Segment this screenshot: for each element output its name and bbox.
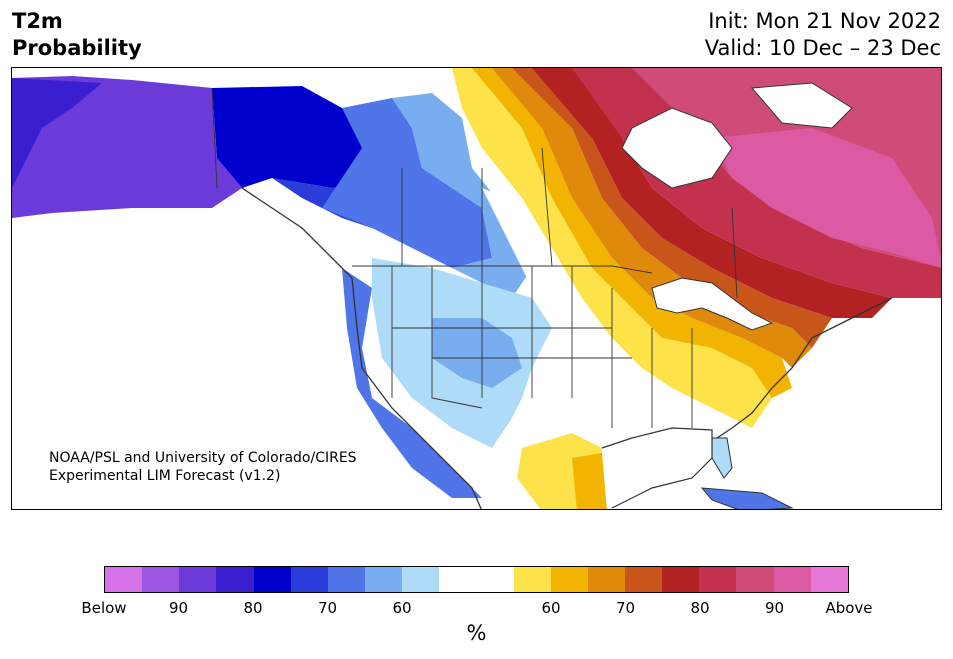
colorbar (104, 566, 849, 593)
colorbar-segment (587, 567, 625, 592)
colorbar-segment (550, 567, 588, 592)
red-band (532, 68, 892, 318)
alaska-purple-region (12, 76, 242, 218)
colorbar-segment (513, 567, 551, 592)
colorbar-tick-label: 60 (541, 599, 561, 617)
colorbar-segment (736, 567, 774, 592)
map-title: T2m Probability (12, 8, 142, 62)
credit-line-1: NOAA/PSL and University of Colorado/CIRE… (49, 450, 357, 466)
colorbar-segment (439, 567, 477, 592)
yukon-deep-blue (212, 86, 392, 188)
hudson-bay (621, 107, 733, 189)
great-lakes (651, 277, 774, 331)
orange-band (492, 68, 812, 368)
pink-region (712, 128, 941, 268)
colorbar-segment (179, 567, 217, 592)
west-coast-blue (342, 268, 482, 498)
colorbar-unit: % (466, 621, 487, 645)
cuba (700, 487, 794, 509)
colorbar-tick-label: 90 (764, 599, 785, 617)
colorbar-segment (290, 567, 328, 592)
colorbar-segment (699, 567, 737, 592)
canada-west-light (322, 98, 492, 268)
colorbar-segment (662, 567, 700, 592)
colorbar-segment (105, 567, 143, 592)
yellow-band (452, 68, 772, 428)
canada-sky-band (392, 93, 532, 298)
colorbar-tick-label: 60 (392, 599, 412, 617)
colorbar-tick-label: 90 (168, 599, 189, 617)
credit-text: NOAA/PSL and University of Colorado/CIRE… (49, 449, 357, 485)
west-coastline (241, 187, 482, 509)
forecast-dates: Init: Mon 21 Nov 2022 Valid: 10 Dec – 23… (705, 8, 941, 62)
init-date: Init: Mon 21 Nov 2022 (708, 9, 941, 33)
colorbar-segment (402, 567, 440, 592)
colorbar-segment (773, 567, 811, 592)
colorbar-tick-label: Above (825, 599, 873, 617)
credit-line-2: Experimental LIM Forecast (v1.2) (49, 468, 281, 484)
colorbar-tick-label: 70 (615, 599, 636, 617)
colorbar-tick-label: 70 (317, 599, 338, 617)
colorbar-segment (142, 567, 180, 592)
east-coastline (716, 297, 893, 439)
gold-band (472, 68, 792, 398)
map-svg (12, 68, 941, 509)
colorbar-segment (327, 567, 365, 592)
title-line-2: Probability (12, 36, 142, 60)
baffin-water (750, 82, 853, 129)
colorbar-segment (253, 567, 291, 592)
colorbar-segment (216, 567, 254, 592)
colorbar-tick-label: 80 (243, 599, 263, 617)
colorbar-tick-label: Below (81, 599, 127, 617)
title-line-1: T2m (12, 9, 63, 33)
colorbar-tick-label: 80 (690, 599, 710, 617)
texas-gold (572, 453, 607, 509)
forecast-map (11, 67, 942, 510)
gulf-coast (601, 427, 713, 509)
colorbar-segment (476, 567, 514, 592)
colorbar-segment (364, 567, 403, 592)
great-basin-blue (432, 318, 522, 388)
colorbar-ticks: Below 90 80 70 60 60 70 80 90 Above (81, 599, 872, 619)
colorbar-segment (624, 567, 663, 592)
valid-date: Valid: 10 Dec – 23 Dec (704, 36, 941, 60)
colorbar-segment (810, 567, 848, 592)
alaska-west-band (12, 78, 102, 188)
borders (211, 87, 738, 428)
